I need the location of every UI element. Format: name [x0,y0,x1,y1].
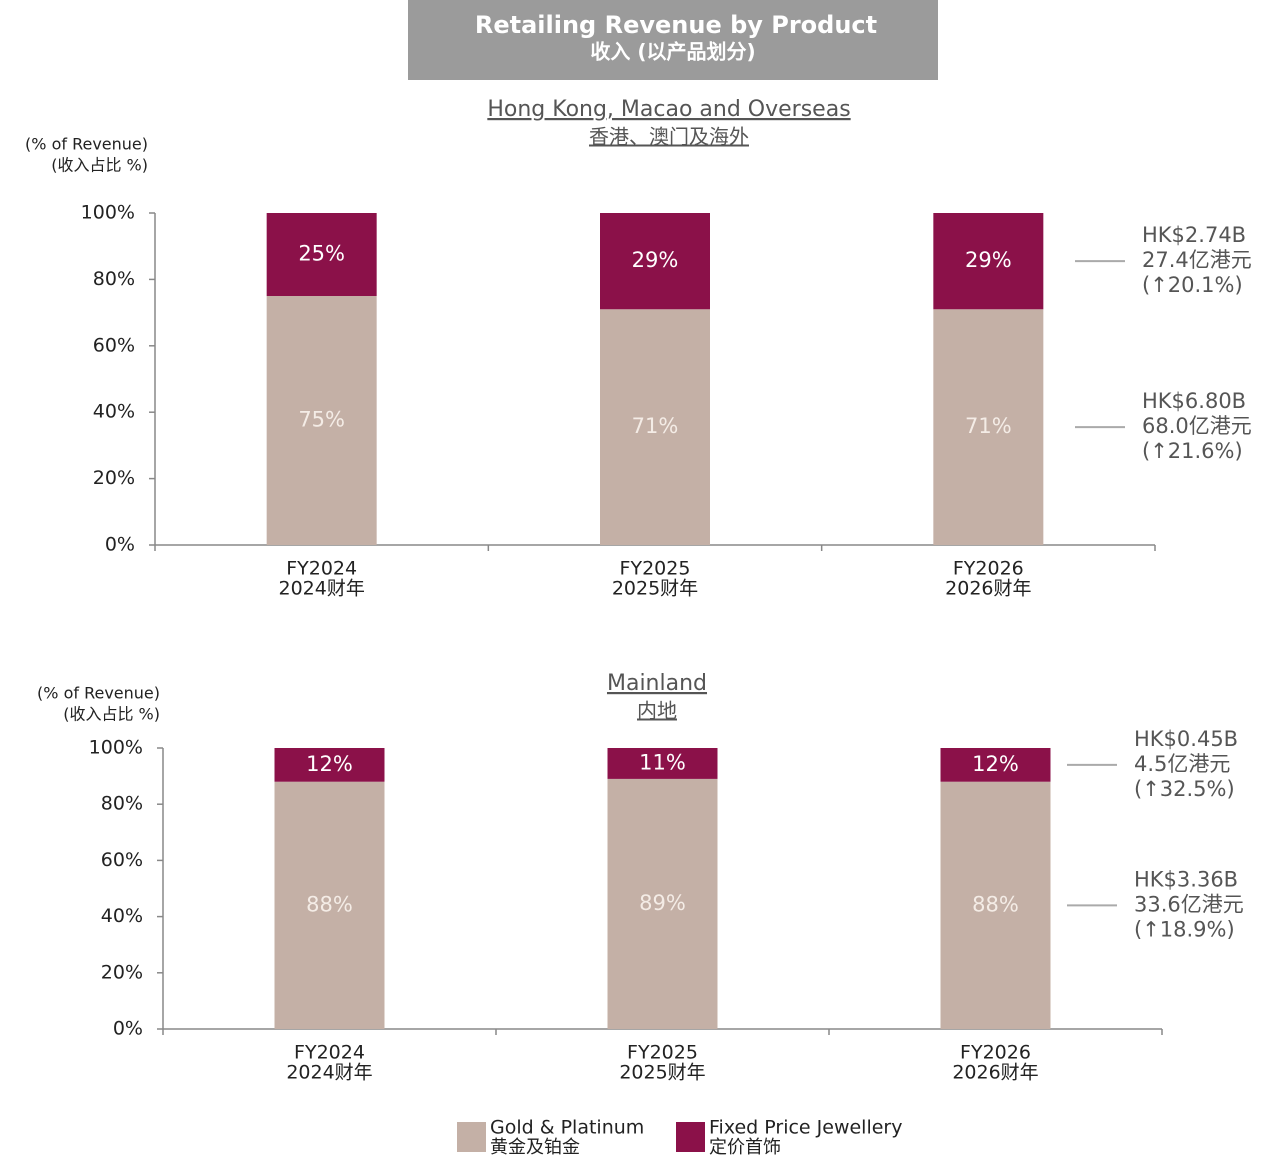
value-label: 71% [965,414,1012,438]
annotation: (↑21.6%) [1142,439,1243,463]
y-tick-label: 40% [93,401,135,423]
y-tick-label: 60% [101,849,143,871]
chart-title: Mainland [607,671,707,696]
chart-title-cn: 内地 [637,699,677,723]
x-tick-label: FY2025 [627,1042,698,1064]
bar-segment [266,213,377,296]
page-subtitle: 收入 (以产品划分) [590,40,755,64]
legend-label-cn: 黄金及铂金 [490,1137,580,1158]
y-tick-label: 0% [105,534,135,556]
x-tick-label-cn: 2024财年 [278,578,364,600]
value-label: 89% [639,891,686,915]
value-label: 88% [972,892,1019,916]
value-label: 12% [972,752,1019,776]
x-tick-label: FY2024 [286,558,357,580]
annotation: HK$0.45B [1134,727,1238,751]
chart-title: Hong Kong, Macao and Overseas [487,97,850,122]
annotation: (↑32.5%) [1134,777,1235,801]
value-label: 71% [632,414,679,438]
x-tick-label: FY2024 [294,1042,365,1064]
x-tick-label: FY2026 [960,1042,1031,1064]
y-tick-label: 40% [101,905,143,927]
y-tick-label: 80% [93,268,135,290]
bar-segment [940,781,1051,1029]
value-label: 12% [306,752,353,776]
bar-segment [607,778,718,1029]
annotation: 33.6亿港元 [1134,892,1244,916]
title-box [408,0,938,80]
annotation: HK$3.36B [1134,867,1238,891]
x-tick-label-cn: 2026财年 [945,578,1031,600]
bar-segment [600,213,710,310]
y-tick-label: 60% [93,334,135,356]
value-label: 29% [632,248,679,272]
y-tick-label: 100% [81,202,135,224]
annotation: 4.5亿港元 [1134,752,1230,776]
legend-swatch [457,1122,486,1152]
value-label: 11% [639,750,686,774]
x-tick-label: FY2026 [953,558,1024,580]
annotation: 68.0亿港元 [1142,414,1252,438]
y-tick-label: 80% [101,793,143,815]
value-label: 75% [298,408,345,432]
y-tick-label: 100% [89,737,143,759]
bar-segment [600,309,710,545]
bar-segment [933,213,1044,310]
x-tick-label-cn: 2024财年 [286,1062,372,1084]
value-label: 29% [965,248,1012,272]
bar-segment [266,296,377,545]
y-axis-label-cn: (收入占比 %) [51,156,148,175]
y-axis-label: (% of Revenue) [37,684,160,703]
value-label: 25% [298,242,345,266]
bar-segment [940,748,1051,782]
annotation: (↑20.1%) [1142,273,1243,297]
legend-label: Fixed Price Jewellery [709,1117,903,1139]
x-tick-label-cn: 2025财年 [612,578,698,600]
annotation: HK$6.80B [1142,389,1246,413]
value-label: 88% [306,892,353,916]
y-tick-label: 20% [93,467,135,489]
legend-label-cn: 定价首饰 [709,1137,781,1158]
legend-swatch [676,1122,705,1152]
bar-segment [274,781,385,1029]
x-tick-label: FY2025 [620,558,691,580]
page-title: Retailing Revenue by Product [475,11,877,39]
x-tick-label-cn: 2025财年 [619,1062,705,1084]
x-tick-label-cn: 2026财年 [952,1062,1038,1084]
legend-label: Gold & Platinum [490,1117,644,1139]
chart-title-cn: 香港、澳门及海外 [589,125,749,149]
y-axis-label: (% of Revenue) [25,135,148,154]
bar-segment [607,748,718,779]
annotation: 27.4亿港元 [1142,248,1252,272]
y-axis-label-cn: (收入占比 %) [63,705,160,724]
annotation: HK$2.74B [1142,223,1246,247]
annotation: (↑18.9%) [1134,917,1235,941]
y-tick-label: 20% [101,961,143,983]
y-tick-label: 0% [113,1018,143,1040]
bar-segment [933,309,1044,545]
bar-segment [274,748,385,782]
